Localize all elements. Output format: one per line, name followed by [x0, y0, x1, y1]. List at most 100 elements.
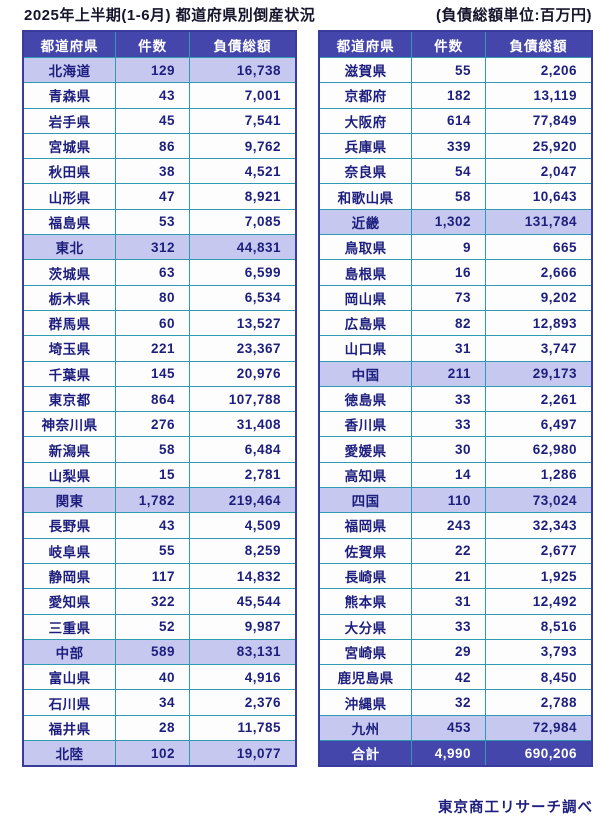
- prefecture-row: 新潟県 58 6,484: [22, 436, 297, 463]
- grand-total-row: 合計 4,990 690,206: [318, 740, 593, 767]
- header-prefecture: 都道府県: [22, 30, 117, 58]
- region-subtotal-row: 東北 312 44,831: [22, 234, 297, 261]
- prefecture-row: 熊本県 31 12,492: [318, 588, 593, 615]
- prefecture-name-cell: 和歌山県: [318, 183, 413, 210]
- prefecture-row: 石川県 34 2,376: [22, 689, 297, 716]
- case-count-cell: 40: [115, 664, 191, 691]
- prefecture-name-cell: 北海道: [22, 56, 117, 84]
- case-count-cell: 117: [115, 562, 191, 590]
- case-count-cell: 82: [411, 309, 487, 337]
- case-count-cell: 31: [411, 588, 487, 615]
- prefecture-name-cell: 北陸: [22, 740, 117, 767]
- prefecture-row: 和歌山県 58 10,643: [318, 183, 593, 210]
- prefecture-name-cell: 茨城県: [22, 259, 117, 286]
- prefecture-row: 岩手県 45 7,541: [22, 107, 297, 134]
- case-count-cell: 60: [115, 309, 191, 337]
- prefecture-name-cell: 岐阜県: [22, 537, 117, 564]
- prefecture-name-cell: 岡山県: [318, 284, 413, 311]
- source-credit: 東京商工リサーチ調べ: [438, 800, 593, 816]
- prefecture-name-cell: 栃木県: [22, 284, 117, 311]
- debt-total-cell: 83,131: [189, 638, 297, 666]
- prefecture-name-cell: 奈良県: [318, 158, 413, 185]
- debt-total-cell: 8,259: [189, 537, 297, 564]
- debt-total-cell: 10,643: [485, 183, 593, 210]
- prefecture-row: 山梨県 15 2,781: [22, 461, 297, 489]
- debt-total-cell: 2,781: [189, 461, 297, 489]
- prefecture-name-cell: 近畿: [318, 208, 413, 236]
- prefecture-row: 青森県 43 7,001: [22, 82, 297, 109]
- prefecture-row: 大阪府 614 77,849: [318, 107, 593, 134]
- prefecture-name-cell: 京都府: [318, 82, 413, 109]
- debt-total-cell: 25,920: [485, 132, 593, 160]
- prefecture-name-cell: 山梨県: [22, 461, 117, 489]
- prefecture-row: 島根県 16 2,666: [318, 259, 593, 286]
- prefecture-row: 秋田県 38 4,521: [22, 158, 297, 185]
- debt-total-cell: 19,077: [189, 740, 297, 767]
- prefecture-row: 滋賀県 55 2,206: [318, 56, 593, 84]
- case-count-cell: 864: [115, 385, 191, 413]
- case-count-cell: 34: [115, 689, 191, 716]
- prefecture-row: 宮崎県 29 3,793: [318, 638, 593, 666]
- tables-container: 都道府県 件数 負債総額 北海道 129 16,738 青森県 43 7,001 岩手県 45…: [22, 30, 593, 768]
- prefecture-name-cell: 関東: [22, 487, 117, 514]
- debt-total-cell: 2,047: [485, 158, 593, 185]
- case-count-cell: 42: [411, 664, 487, 691]
- prefecture-row: 群馬県 60 13,527: [22, 309, 297, 337]
- debt-total-cell: 72,984: [485, 714, 593, 742]
- region-subtotal-row: 関東 1,782 219,464: [22, 487, 297, 514]
- case-count-cell: 322: [115, 588, 191, 615]
- case-count-cell: 14: [411, 461, 487, 489]
- prefecture-name-cell: 福島県: [22, 208, 117, 236]
- case-count-cell: 47: [115, 183, 191, 210]
- debt-total-cell: 6,497: [485, 411, 593, 438]
- prefecture-name-cell: 山口県: [318, 335, 413, 362]
- case-count-cell: 221: [115, 335, 191, 362]
- prefecture-name-cell: 滋賀県: [318, 56, 413, 84]
- debt-total-cell: 12,492: [485, 588, 593, 615]
- case-count-cell: 4,990: [411, 740, 487, 767]
- header-row: 都道府県 件数 負債総額: [22, 30, 297, 58]
- case-count-cell: 33: [411, 385, 487, 413]
- header-cases: 件数: [115, 30, 191, 58]
- title-row: 2025年上半期(1-6月) 都道府県別倒産状況 (負債総額単位:百万円): [24, 4, 592, 25]
- prefecture-row: 茨城県 63 6,599: [22, 259, 297, 286]
- prefecture-row: 香川県 33 6,497: [318, 411, 593, 438]
- prefecture-row: 兵庫県 339 25,920: [318, 132, 593, 160]
- prefecture-row: 宮城県 86 9,762: [22, 132, 297, 160]
- header-debt: 負債総額: [485, 30, 593, 58]
- prefecture-row: 徳島県 33 2,261: [318, 385, 593, 413]
- prefecture-row: 長野県 43 4,509: [22, 512, 297, 539]
- prefecture-name-cell: 群馬県: [22, 309, 117, 337]
- case-count-cell: 55: [115, 537, 191, 564]
- prefecture-row: 静岡県 117 14,832: [22, 562, 297, 590]
- prefecture-name-cell: 東北: [22, 234, 117, 261]
- case-count-cell: 73: [411, 284, 487, 311]
- prefecture-name-cell: 熊本県: [318, 588, 413, 615]
- region-subtotal-row: 北陸 102 19,077: [22, 740, 297, 767]
- case-count-cell: 102: [115, 740, 191, 767]
- case-count-cell: 614: [411, 107, 487, 134]
- header-prefecture: 都道府県: [318, 30, 413, 58]
- debt-total-cell: 11,785: [189, 714, 297, 742]
- debt-total-cell: 2,376: [189, 689, 297, 716]
- region-subtotal-row: 九州 453 72,984: [318, 714, 593, 742]
- prefecture-row: 神奈川県 276 31,408: [22, 411, 297, 438]
- case-count-cell: 243: [411, 512, 487, 539]
- debt-total-cell: 665: [485, 234, 593, 261]
- debt-total-cell: 8,450: [485, 664, 593, 691]
- debt-total-cell: 690,206: [485, 740, 593, 767]
- case-count-cell: 21: [411, 562, 487, 590]
- region-subtotal-row: 中国 211 29,173: [318, 360, 593, 387]
- debt-total-cell: 8,921: [189, 183, 297, 210]
- case-count-cell: 33: [411, 613, 487, 640]
- prefecture-name-cell: 長崎県: [318, 562, 413, 590]
- prefecture-name-cell: 島根県: [318, 259, 413, 286]
- prefecture-row: 大分県 33 8,516: [318, 613, 593, 640]
- case-count-cell: 58: [411, 183, 487, 210]
- prefecture-row: 山形県 47 8,921: [22, 183, 297, 210]
- debt-total-cell: 4,916: [189, 664, 297, 691]
- case-count-cell: 312: [115, 234, 191, 261]
- prefecture-row: 長崎県 21 1,925: [318, 562, 593, 590]
- case-count-cell: 43: [115, 82, 191, 109]
